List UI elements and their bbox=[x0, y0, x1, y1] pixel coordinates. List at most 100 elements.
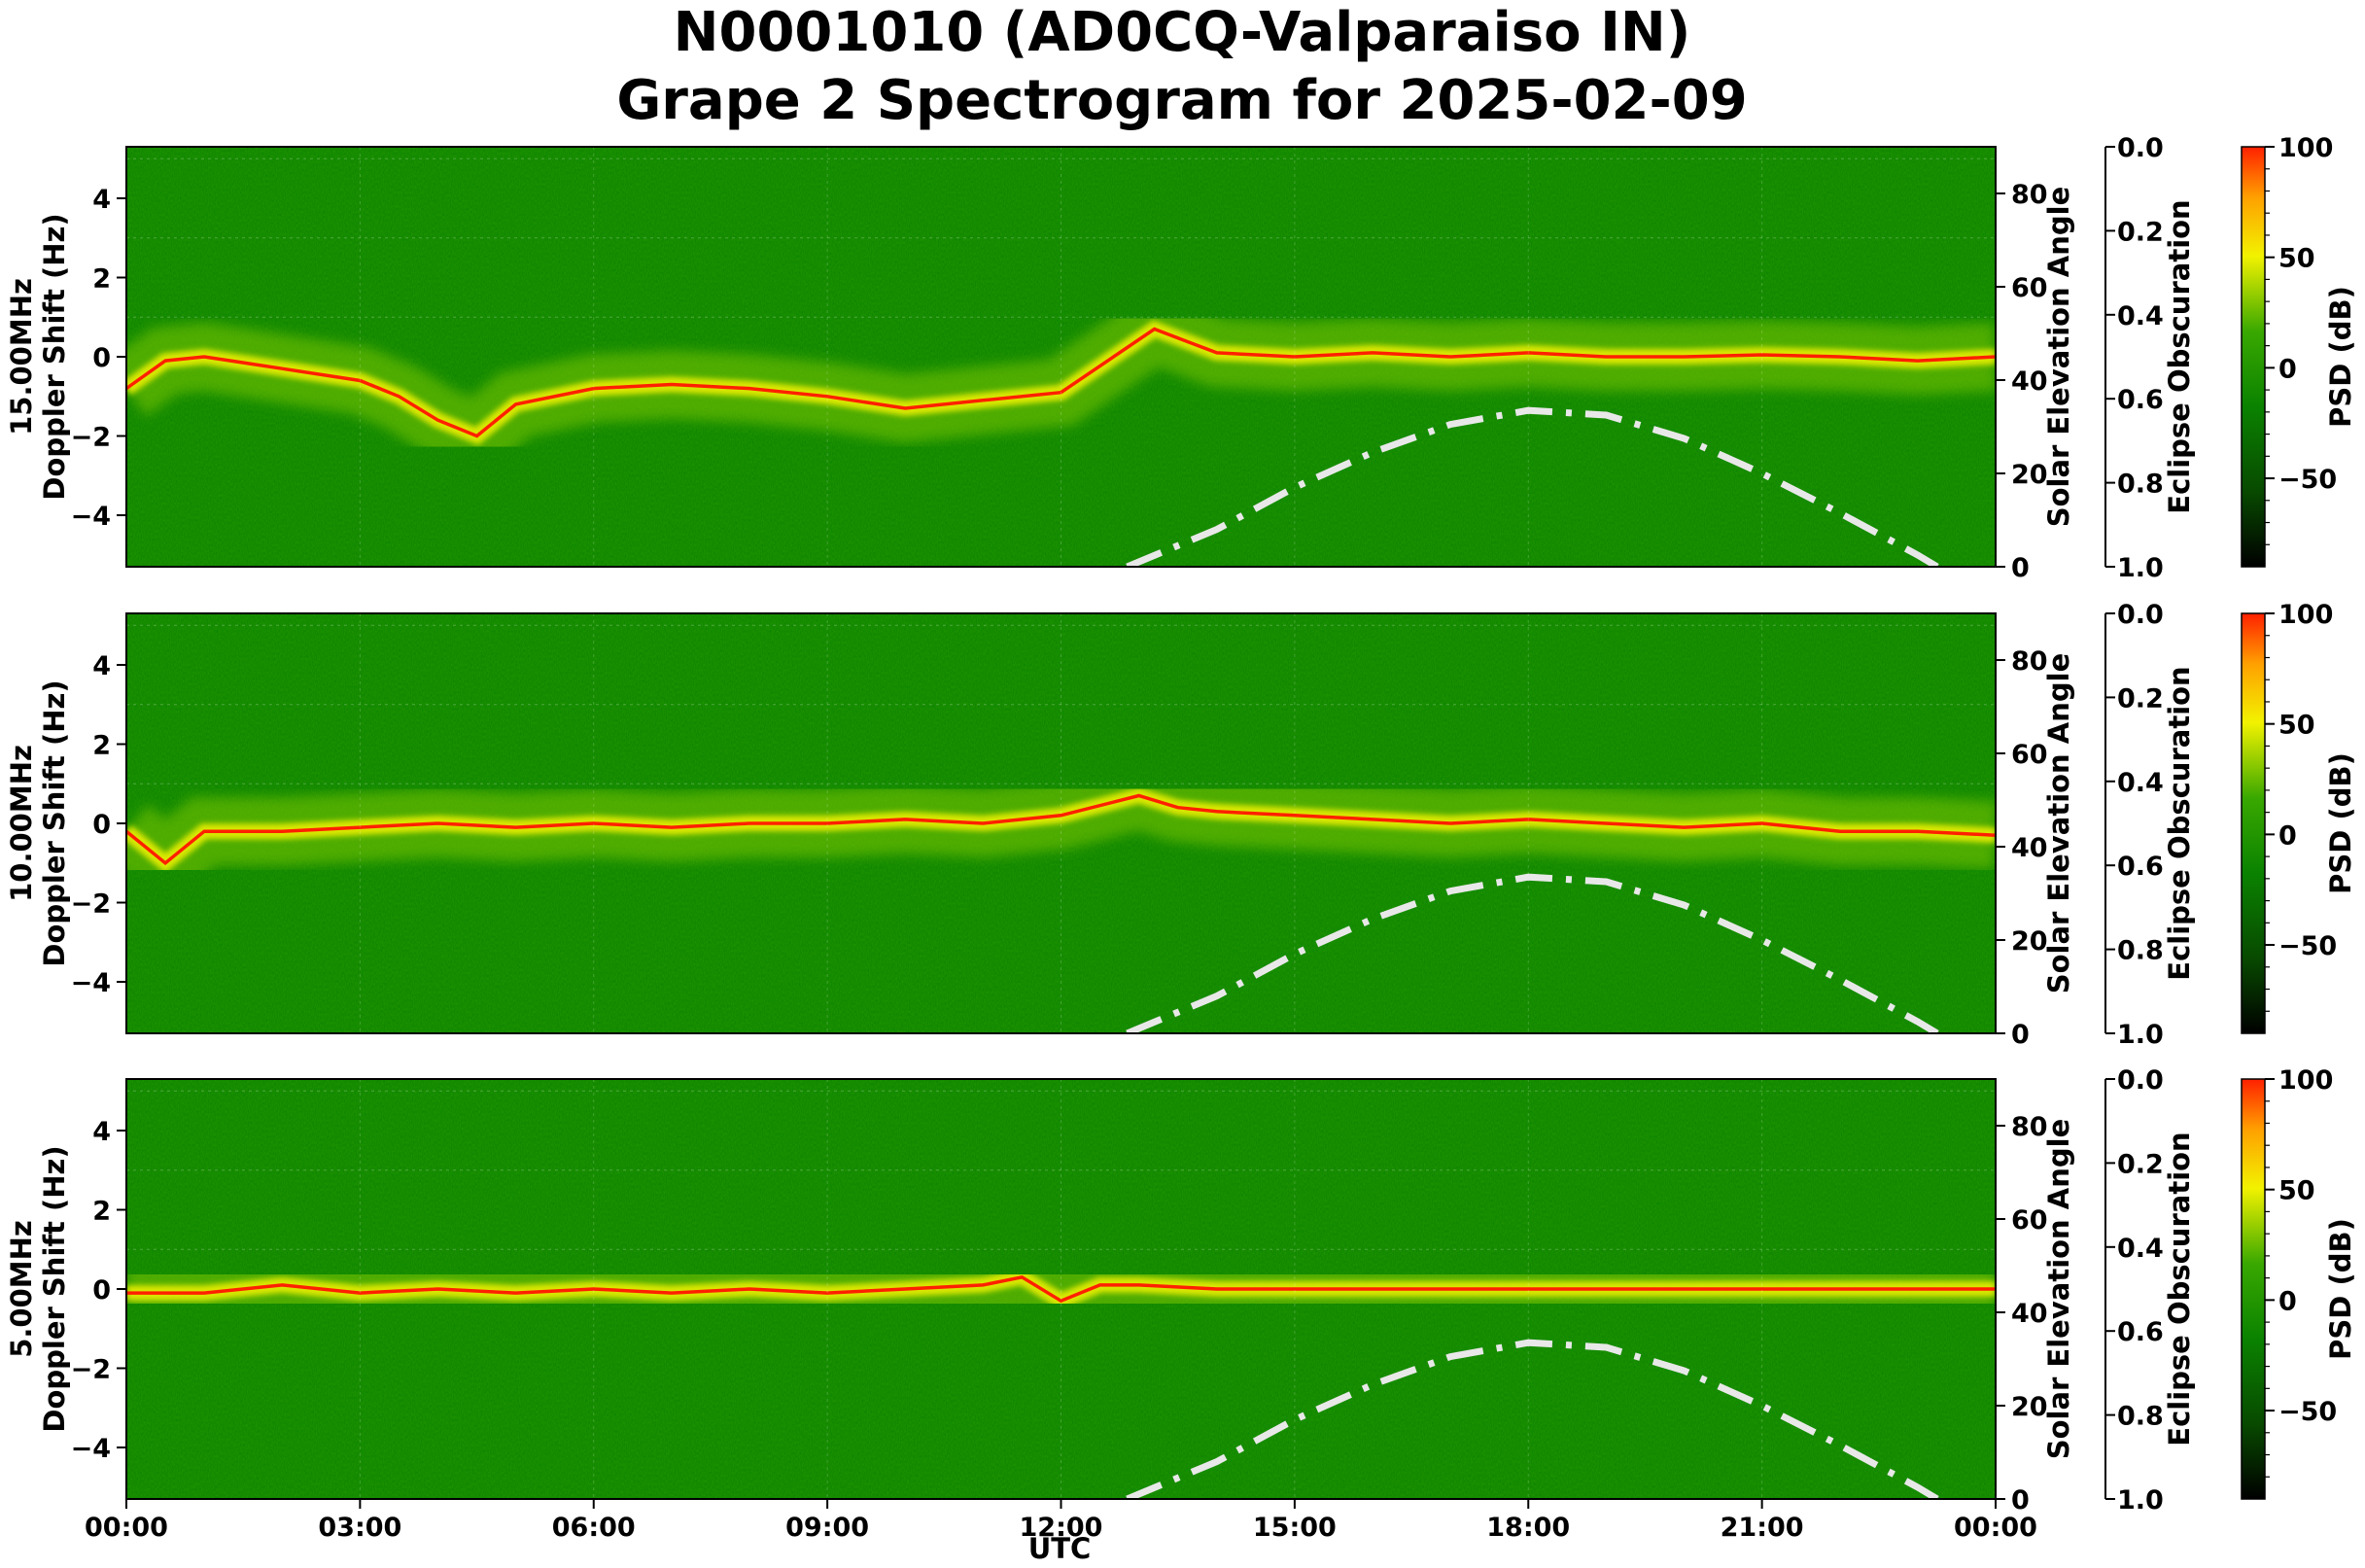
x-tick-label: 06:00 bbox=[552, 1513, 636, 1543]
colorbar-tick-label: 100 bbox=[2278, 600, 2333, 630]
x-tick-label: 00:00 bbox=[85, 1513, 168, 1543]
colorbar-tick-label: −50 bbox=[2278, 1397, 2337, 1427]
elevation-tick-label: 20 bbox=[2011, 460, 2048, 490]
solar-elevation-curve bbox=[1126, 1339, 1939, 1499]
spectrogram-image bbox=[126, 1079, 1996, 1499]
elevation-axis-label: Solar Elevation Angle bbox=[2042, 653, 2075, 994]
colorbar-tick-label: 50 bbox=[2278, 1176, 2315, 1206]
elevation-tick-label: 80 bbox=[2011, 1112, 2048, 1142]
x-tick-label: 00:00 bbox=[1954, 1513, 2037, 1543]
doppler-trace-10.00MHz bbox=[126, 793, 1996, 866]
colorbar-tick-label: 0 bbox=[2278, 820, 2297, 851]
colorbar-label: PSD (dB) bbox=[2324, 286, 2357, 428]
solar-elevation-curve bbox=[1126, 406, 1939, 567]
frequency-label: 5.00MHz bbox=[5, 1220, 38, 1358]
elevation-tick-label: 0 bbox=[2011, 1485, 2030, 1516]
obscuration-tick-label: 0.6 bbox=[2117, 385, 2164, 415]
elevation-tick-label: 40 bbox=[2011, 1299, 2048, 1329]
obscuration-tick-label: 0.4 bbox=[2117, 1234, 2164, 1264]
elevation-tick-label: 20 bbox=[2011, 926, 2048, 957]
panel-3: 420−2−45.00MHz Doppler Shift (Hz)80604020… bbox=[5, 1065, 2357, 1516]
obscuration-axis-label: Eclipse Obscuration bbox=[2163, 666, 2196, 980]
doppler-axis-label: Doppler Shift (Hz) bbox=[38, 213, 71, 500]
elevation-tick-label: 40 bbox=[2011, 366, 2048, 397]
doppler-trace-15.00MHz bbox=[126, 327, 1996, 438]
x-axis-label: UTC bbox=[1028, 1532, 1092, 1565]
y-tick-label: −4 bbox=[71, 968, 111, 998]
x-tick-label: 12:00 bbox=[1020, 1513, 1103, 1543]
elevation-tick-label: 0 bbox=[2011, 1020, 2030, 1050]
y-tick-label: 2 bbox=[92, 1196, 111, 1226]
y-tick-label: 4 bbox=[92, 185, 111, 215]
y-tick-label: 2 bbox=[92, 263, 111, 294]
y-tick-label: 4 bbox=[92, 651, 111, 681]
obscuration-tick-label: 0.4 bbox=[2117, 301, 2164, 331]
colorbar bbox=[2241, 1078, 2266, 1500]
obscuration-tick-label: 0.4 bbox=[2117, 768, 2164, 798]
x-tick-label: 15:00 bbox=[1253, 1513, 1337, 1543]
doppler-axis-label: Doppler Shift (Hz) bbox=[38, 1145, 71, 1432]
elevation-tick-label: 80 bbox=[2011, 646, 2048, 677]
obscuration-tick-label: 0.6 bbox=[2117, 1317, 2164, 1347]
y-tick-label: 0 bbox=[92, 1275, 111, 1306]
colorbar-tick-label: −50 bbox=[2278, 931, 2337, 961]
obscuration-tick-label: 0.8 bbox=[2117, 470, 2164, 500]
colorbar bbox=[2241, 146, 2266, 568]
y-tick-label: 4 bbox=[92, 1117, 111, 1147]
x-tick-label: 09:00 bbox=[785, 1513, 869, 1543]
y-tick-label: −2 bbox=[71, 889, 111, 920]
obscuration-tick-label: 1.0 bbox=[2117, 1020, 2164, 1050]
doppler-axis-label: Doppler Shift (Hz) bbox=[38, 679, 71, 966]
obscuration-tick-label: 1.0 bbox=[2117, 1485, 2164, 1516]
elevation-axis-label: Solar Elevation Angle bbox=[2042, 1119, 2075, 1460]
spectrogram-panels: 420−2−415.00MHz Doppler Shift (Hz)8060402… bbox=[5, 133, 2357, 1516]
colorbar-label: PSD (dB) bbox=[2324, 1218, 2357, 1360]
frequency-label: 15.00MHz bbox=[5, 278, 38, 436]
obscuration-axis-label: Eclipse Obscuration bbox=[2163, 1132, 2196, 1446]
x-tick-label: 18:00 bbox=[1486, 1513, 1570, 1543]
chart-title-line2: Grape 2 Spectrogram for 2025-02-09 bbox=[616, 69, 1747, 132]
colorbar bbox=[2241, 612, 2266, 1034]
y-tick-label: −4 bbox=[71, 502, 111, 532]
colorbar-tick-label: 50 bbox=[2278, 244, 2315, 274]
y-tick-label: 0 bbox=[92, 343, 111, 373]
y-tick-label: 2 bbox=[92, 730, 111, 760]
y-tick-label: −4 bbox=[71, 1434, 111, 1464]
doppler-trace-5.00MHz bbox=[126, 1274, 1996, 1304]
panel-2: 420−2−410.00MHz Doppler Shift (Hz)8060402… bbox=[5, 600, 2357, 1050]
obscuration-tick-label: 1.0 bbox=[2117, 553, 2164, 583]
obscuration-tick-label: 0.0 bbox=[2117, 1065, 2164, 1096]
y-tick-label: −2 bbox=[71, 423, 111, 453]
y-tick-label: −2 bbox=[71, 1355, 111, 1385]
colorbar-tick-label: 0 bbox=[2278, 354, 2297, 384]
elevation-tick-label: 60 bbox=[2011, 1205, 2048, 1236]
obscuration-tick-label: 0.8 bbox=[2117, 1402, 2164, 1432]
solar-elevation-curve bbox=[1126, 873, 1939, 1033]
obscuration-axis-label: Eclipse Obscuration bbox=[2163, 199, 2196, 513]
x-axis: 00:00 03:00 06:00 09:00 12:00 15:00 18:00 21:00… bbox=[85, 1499, 2037, 1543]
obscuration-tick-label: 0.6 bbox=[2117, 852, 2164, 882]
elevation-tick-label: 60 bbox=[2011, 273, 2048, 303]
x-tick-label: 21:00 bbox=[1721, 1513, 1804, 1543]
spectrogram-image bbox=[126, 613, 1996, 1033]
elevation-tick-label: 0 bbox=[2011, 553, 2030, 583]
colorbar-label: PSD (dB) bbox=[2324, 752, 2357, 894]
chart-title-line1: N0001010 (AD0CQ-Valparaiso IN) bbox=[674, 1, 1691, 64]
frequency-label: 10.00MHz bbox=[5, 745, 38, 902]
obscuration-tick-label: 0.0 bbox=[2117, 600, 2164, 630]
spectrogram-image bbox=[126, 147, 1996, 567]
obscuration-tick-label: 0.2 bbox=[2117, 683, 2164, 714]
x-tick-label: 03:00 bbox=[318, 1513, 401, 1543]
y-tick-label: 0 bbox=[92, 810, 111, 840]
elevation-axis-label: Solar Elevation Angle bbox=[2042, 187, 2075, 528]
elevation-tick-label: 20 bbox=[2011, 1392, 2048, 1422]
obscuration-tick-label: 0.8 bbox=[2117, 936, 2164, 966]
colorbar-tick-label: 50 bbox=[2278, 711, 2315, 741]
colorbar-tick-label: 0 bbox=[2278, 1286, 2297, 1316]
colorbar-tick-label: 100 bbox=[2278, 1065, 2333, 1096]
obscuration-tick-label: 0.0 bbox=[2117, 133, 2164, 163]
obscuration-tick-label: 0.2 bbox=[2117, 1149, 2164, 1179]
panel-1: 420−2−415.00MHz Doppler Shift (Hz)8060402… bbox=[5, 133, 2357, 583]
elevation-tick-label: 40 bbox=[2011, 833, 2048, 863]
